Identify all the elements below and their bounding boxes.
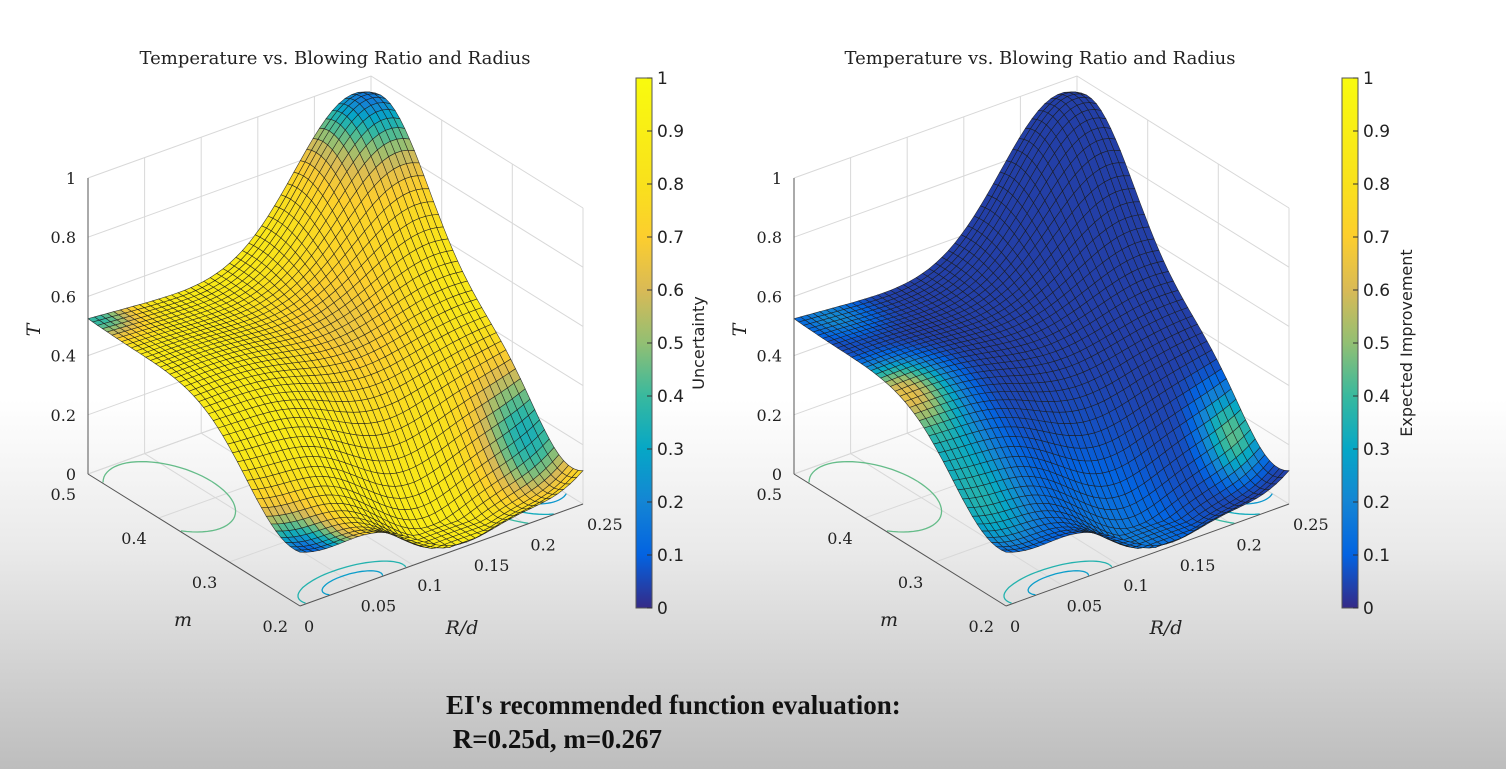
colorbar-tick-label: 0.9 xyxy=(657,122,684,142)
z-tick-label: 1 xyxy=(772,169,782,188)
y-tick-label: 0.5 xyxy=(51,485,76,504)
z-tick-label: 0.8 xyxy=(51,228,76,247)
surface xyxy=(87,91,584,553)
colorbar: 0 0.1 0.2 0.3 0.4 0.5 0.6 0.7 0.8 0.9 1 Uncertaint… xyxy=(635,69,708,619)
uncertainty-surface-plot: Temperature vs. Blowing Ratio and Radius… xyxy=(23,48,708,639)
z-tick-label: 0 xyxy=(66,465,76,484)
y-axis-line xyxy=(87,473,301,607)
z-axis-label: T xyxy=(729,322,751,336)
surface-patch xyxy=(295,549,307,553)
colorbar: 0 0.1 0.2 0.3 0.4 0.5 0.6 0.7 0.8 0.9 1 Expected I… xyxy=(1341,69,1416,619)
z-tick-label: 0.2 xyxy=(757,406,782,425)
colorbar-tick-label: 0.9 xyxy=(1363,122,1390,142)
colorbar-tick-label: 0.7 xyxy=(1363,228,1390,248)
contour-line xyxy=(102,460,213,483)
colorbar-tick-label: 0.3 xyxy=(1363,440,1390,460)
x-tick-label: 0.05 xyxy=(1067,597,1103,616)
colorbar-tick-label: 1 xyxy=(1363,69,1374,89)
colorbar-tick-label: 0.2 xyxy=(657,493,684,513)
colorbar-ticks: 0 0.1 0.2 0.3 0.4 0.5 0.6 0.7 0.8 0.9 1 xyxy=(1353,69,1390,619)
colorbar-label: Expected Improvement xyxy=(1397,249,1416,436)
x-tick-label: 0.05 xyxy=(361,597,397,616)
contour-line xyxy=(402,564,407,568)
x-tick-label: 0.2 xyxy=(1236,535,1261,554)
colorbar-tick-label: 0.1 xyxy=(657,546,684,566)
colorbar-tick-label: 0 xyxy=(1363,599,1374,619)
colorbar-tick-label: 0.2 xyxy=(1363,493,1390,513)
colorbar-tick-label: 0.1 xyxy=(1363,546,1390,566)
colorbar-tick-label: 0 xyxy=(657,599,668,619)
z-axis-label: T xyxy=(23,322,45,336)
contour-line xyxy=(380,572,384,576)
x-tick-label: 0.25 xyxy=(587,515,623,534)
y-tick-label: 0.4 xyxy=(827,529,852,548)
x-axis-label: R/d xyxy=(445,617,479,639)
y-tick-label: 0.3 xyxy=(898,573,923,592)
y-tick-label: 0.2 xyxy=(969,617,994,636)
colorbar-tick-label: 0.4 xyxy=(657,387,684,407)
colorbar-tick-label: 0.5 xyxy=(1363,334,1390,354)
contour-line xyxy=(886,480,943,533)
z-tick-label: 0.4 xyxy=(51,347,76,366)
plot-title: Temperature vs. Blowing Ratio and Radius xyxy=(140,48,531,69)
plot-title: Temperature vs. Blowing Ratio and Radius xyxy=(845,48,1236,69)
expected-improvement-surface-plot: Temperature vs. Blowing Ratio and Radius… xyxy=(729,48,1416,639)
colorbar-tick-label: 0.6 xyxy=(657,281,684,301)
z-tick-label: 0.2 xyxy=(51,406,76,425)
y-axis-label: m xyxy=(880,609,898,631)
caption: EI's recommended function evaluation: R=… xyxy=(446,688,1066,756)
x-axis-line xyxy=(299,503,584,607)
z-tick-label: 0 xyxy=(772,465,782,484)
z-tick-label: 1 xyxy=(66,169,76,188)
x-tick-label: 0.2 xyxy=(530,535,555,554)
x-axis-label: R/d xyxy=(1149,617,1183,639)
colorbar-ticks: 0 0.1 0.2 0.3 0.4 0.5 0.6 0.7 0.8 0.9 1 xyxy=(647,69,684,619)
contour-line xyxy=(321,570,382,596)
y-tick-label: 0.4 xyxy=(121,529,146,548)
y-tick-label: 0.5 xyxy=(757,485,782,504)
colorbar-tick-label: 0.3 xyxy=(657,440,684,460)
colorbar-tick-label: 0.6 xyxy=(1363,281,1390,301)
x-tick-label: 0.25 xyxy=(1293,515,1329,534)
caption-line-2: R=0.25d, m=0.267 xyxy=(446,724,663,754)
z-tick-label: 0.6 xyxy=(757,287,782,306)
contour-line xyxy=(1086,572,1090,576)
y-tick-label: 0.2 xyxy=(263,617,288,636)
colorbar-label: Uncertainty xyxy=(689,296,708,389)
x-tick-label: 0.15 xyxy=(474,556,510,575)
z-tick-label: 0.8 xyxy=(757,228,782,247)
colorbar-tick-label: 0.5 xyxy=(657,334,684,354)
axes xyxy=(87,178,584,607)
y-tick-label: 0.3 xyxy=(192,573,217,592)
colorbar-tick-label: 0.4 xyxy=(1363,387,1390,407)
surface xyxy=(793,91,1290,553)
y-axis-label: m xyxy=(174,609,192,631)
tick-labels: 00.050.10.150.20.250.20.30.40.500.20.40.… xyxy=(51,169,623,636)
colorbar-tick-label: 0.7 xyxy=(657,228,684,248)
x-tick-label: 0.1 xyxy=(1123,576,1148,595)
z-tick-label: 0.6 xyxy=(51,287,76,306)
x-tick-label: 0.15 xyxy=(1180,556,1216,575)
colorbar-tick-label: 0.8 xyxy=(1363,175,1390,195)
contour-line xyxy=(297,560,404,604)
x-tick-label: 0 xyxy=(1010,617,1020,636)
colorbar-tick-label: 1 xyxy=(657,69,668,89)
z-tick-label: 0.4 xyxy=(757,347,782,366)
contour-line xyxy=(1003,560,1110,604)
caption-line-1: EI's recommended function evaluation: xyxy=(446,690,901,720)
x-tick-label: 0.1 xyxy=(417,576,442,595)
contour-line xyxy=(1027,570,1088,596)
colorbar-tick-label: 0.8 xyxy=(657,175,684,195)
contour-line xyxy=(180,480,237,533)
x-tick-label: 0 xyxy=(304,617,314,636)
contour-line xyxy=(808,460,919,483)
contour-line xyxy=(1108,564,1113,568)
